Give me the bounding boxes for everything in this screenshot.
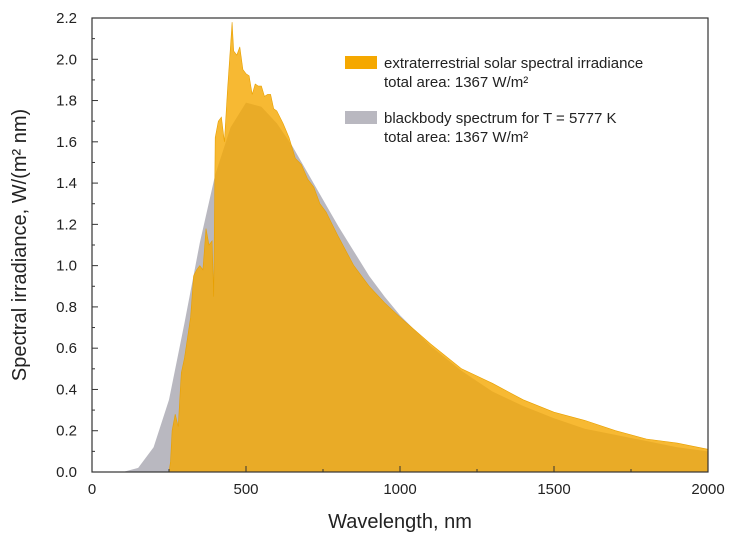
legend-sublabel-blackbody: total area: 1367 W/m²	[384, 129, 528, 146]
y-axis: 0.0 0.2 0.4 0.6 0.8 1.0 1.2 1.4 1.6 1.8 2.0 2.2	[56, 10, 98, 481]
y-tick-label: 0.2	[56, 423, 77, 440]
y-tick-label: 1.2	[56, 216, 77, 233]
x-tick-label: 500	[233, 481, 258, 498]
legend-label-solar: extraterrestrial solar spectral irradian…	[384, 55, 643, 72]
y-tick-label: 1.4	[56, 175, 77, 192]
solar-spectrum-area	[153, 22, 709, 473]
y-tick-label: 1.0	[56, 258, 77, 275]
legend: extraterrestrial solar spectral irradian…	[345, 55, 643, 146]
y-axis-title: Spectral irradiance, W/(m² nm)	[9, 109, 31, 381]
legend-sublabel-solar: total area: 1367 W/m²	[384, 74, 528, 91]
x-tick-label: 0	[88, 481, 96, 498]
y-tick-label: 1.6	[56, 134, 77, 151]
y-tick-label: 1.8	[56, 93, 77, 110]
y-tick-label: 0.0	[56, 464, 77, 481]
x-tick-label: 1500	[537, 481, 570, 498]
y-tick-label: 0.8	[56, 299, 77, 316]
legend-swatch-solar	[345, 56, 377, 69]
x-tick-label: 2000	[691, 481, 724, 498]
legend-label-blackbody: blackbody spectrum for T = 5777 K	[384, 110, 617, 127]
x-axis: 0 500 1000 1500 2000	[88, 466, 725, 498]
y-tick-label: 2.2	[56, 10, 77, 27]
x-axis-title: Wavelength, nm	[328, 511, 472, 533]
y-tick-label: 0.6	[56, 340, 77, 357]
x-tick-label: 1000	[383, 481, 416, 498]
legend-swatch-blackbody	[345, 111, 377, 124]
plot-series	[122, 22, 709, 473]
y-tick-label: 0.4	[56, 381, 77, 398]
y-tick-label: 2.0	[56, 51, 77, 68]
